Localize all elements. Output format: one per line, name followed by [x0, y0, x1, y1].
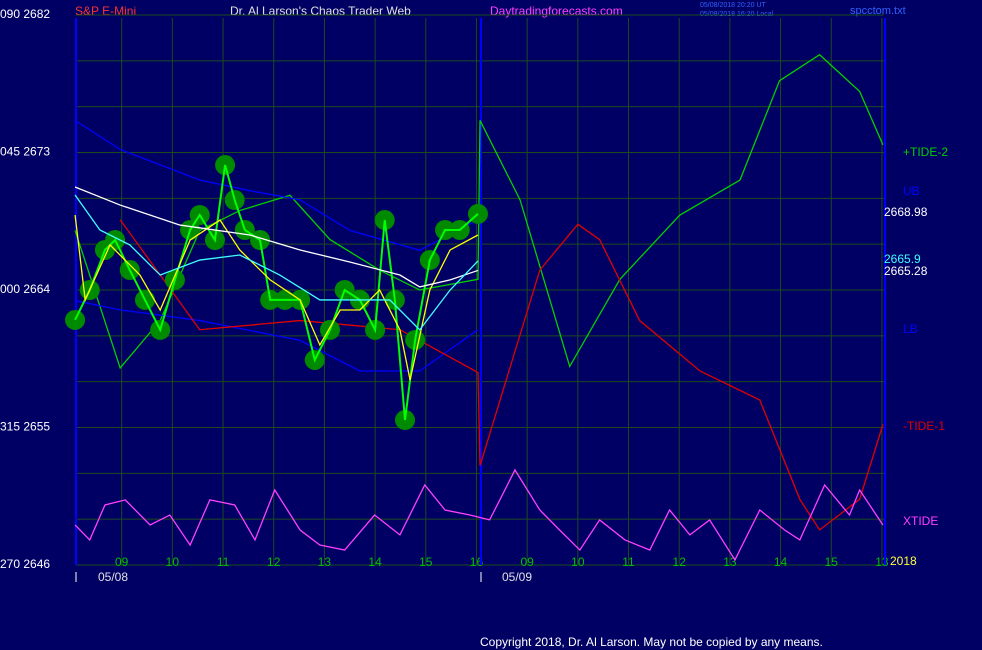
x-tick-label: 11 [217, 555, 230, 569]
series-label: -TIDE-1 [903, 419, 945, 433]
x-tick-label: 11 [622, 555, 635, 569]
x-tick-label: 13 [875, 555, 889, 569]
last-value-label: 2665.9 [884, 252, 921, 266]
x-tick-label: 10 [166, 555, 180, 569]
copyright: Copyright 2018, Dr. Al Larson. May not b… [480, 635, 823, 649]
file-name: spcctom.txt [850, 5, 906, 17]
series-label: XTIDE [903, 514, 938, 528]
series-line [74, 194, 479, 331]
series-line [119, 219, 884, 531]
y-tick-label: 270 2646 [0, 557, 50, 571]
symbol: S&P E-Mini [75, 4, 136, 18]
series-line [74, 468, 884, 562]
series-label: +TIDE-2 [903, 145, 948, 159]
series-line [74, 164, 479, 421]
series-line [74, 300, 479, 372]
y-tick-label: 090 2682 [0, 7, 50, 21]
timestamp: 05/08/2018 16:20 Local [700, 11, 774, 18]
chart-title: Dr. Al Larson's Chaos Trader Web [230, 4, 411, 18]
x-tick-label: 09 [520, 555, 534, 569]
x-tick-label: 14 [774, 555, 788, 569]
x-tick-label: 15 [419, 555, 433, 569]
x-tick-label: 12 [267, 555, 281, 569]
year: 2018 [890, 554, 917, 568]
x-tick-label: 13 [318, 555, 332, 569]
x-tick-label: 14 [368, 555, 382, 569]
series-label: UB [903, 184, 920, 198]
last-value-label: 2668.98 [884, 205, 928, 219]
x-tick-label: 12 [673, 555, 687, 569]
y-tick-label: 315 2655 [0, 420, 50, 434]
x-tick-label: 15 [825, 555, 839, 569]
y-tick-label: 045 2673 [0, 145, 50, 159]
date-label: 05/08 [98, 570, 128, 584]
timestamp: 05/08/2018 20:20 UT [700, 2, 766, 9]
series-line [74, 214, 479, 381]
last-value-label: 2665.28 [884, 264, 928, 278]
x-tick-label: 10 [571, 555, 585, 569]
x-tick-label: 09 [115, 555, 129, 569]
series-line [74, 119, 479, 251]
series-line [74, 186, 479, 288]
y-tick-label: 000 2664 [0, 282, 50, 296]
website: Daytradingforecasts.com [490, 4, 623, 18]
x-tick-label: 13 [723, 555, 737, 569]
series-label: LB [903, 322, 918, 336]
date-label: 05/09 [502, 570, 532, 584]
